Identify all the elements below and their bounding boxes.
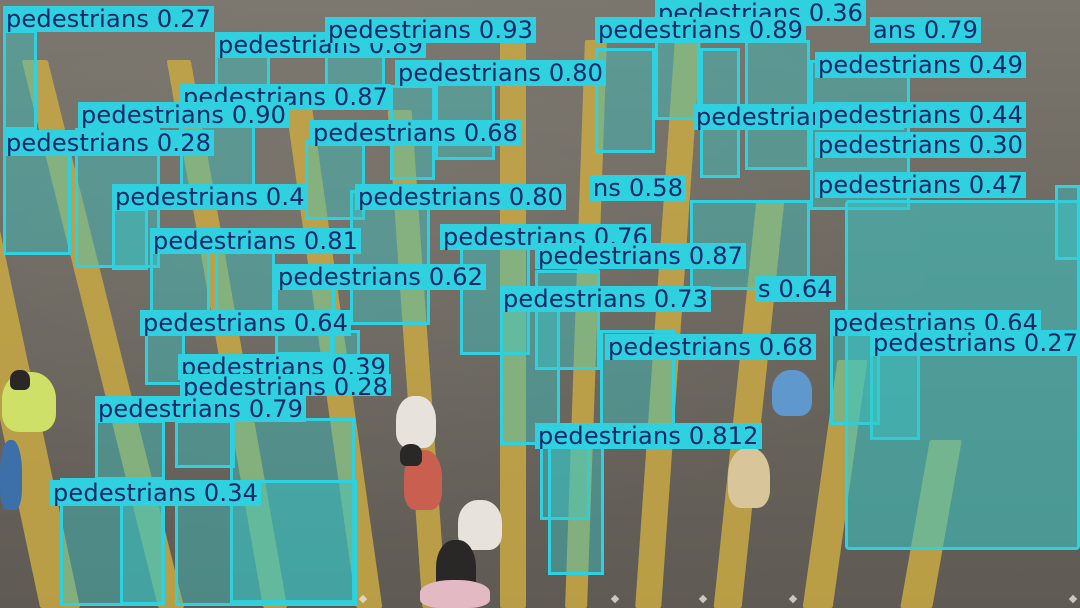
pedestrian-figure [0, 440, 22, 510]
detection-box [548, 445, 604, 575]
pedestrian-figure [400, 444, 422, 466]
detection-label: pedestrians 0.68 [605, 334, 817, 360]
detection-label: pedestrians 0.49 [815, 52, 1027, 78]
detection-box [845, 200, 1080, 550]
detection-box [230, 418, 355, 603]
detection-box [350, 190, 430, 325]
pedestrian-figure [728, 448, 770, 508]
detection-label: pedestrians 0.30 [815, 132, 1027, 158]
detection-box [655, 40, 700, 120]
detection-label: pedestrians 0.27 [3, 6, 215, 32]
detection-box [3, 150, 71, 255]
pedestrian-figure [772, 370, 812, 416]
detection-label: pedestrians 0.89 [215, 32, 427, 58]
detection-label: pedestrians 0.73 [500, 286, 712, 312]
detection-label: pedestrians 0.93 [325, 17, 537, 43]
detection-box [120, 500, 165, 605]
detection-label: ans 0.79 [870, 17, 982, 43]
detection-label: pedestrians 0.4 [112, 184, 308, 210]
pedestrian-figure [420, 580, 490, 608]
detection-label: pedestrians 0.64 [140, 310, 352, 336]
detection-label: pedestrians 0.79 [95, 396, 307, 422]
detection-label: ns 0.58 [590, 175, 687, 201]
detection-box [112, 208, 148, 270]
detection-label: pedestrians 0.68 [310, 120, 522, 146]
detection-label: pedestrians 0.34 [50, 480, 262, 506]
detection-label: pedestrians 0.47 [815, 172, 1027, 198]
detection-label: pedestrians 0.90 [78, 102, 290, 128]
detection-label: pedestrians 0.80 [395, 60, 607, 86]
detection-box [3, 30, 37, 130]
detection-box [95, 420, 165, 480]
detection-label: pedestrians 0.87 [535, 243, 747, 269]
pedestrian-figure [10, 370, 30, 390]
detection-label: pedestrians 0.80 [355, 184, 567, 210]
detection-label: pedestrians 0.27 [870, 330, 1080, 356]
detection-label: pedestrians 0.28 [3, 130, 215, 156]
detection-label: s 0.64 [755, 276, 836, 302]
detection-label: pedestrians 0.81 [150, 228, 362, 254]
detection-box [595, 48, 655, 153]
detection-label: pedestrians 0.62 [275, 264, 487, 290]
detection-box [1055, 185, 1080, 260]
detection-label: pedestrians 0.89 [595, 17, 807, 43]
detection-label: pedestrians 0.44 [815, 102, 1027, 128]
detection-label: pedestrians 0.812 [535, 423, 762, 449]
detection-box [175, 420, 235, 468]
pedestrian-figure [396, 396, 436, 448]
detection-label: pedestrians 0.28 [180, 374, 392, 396]
